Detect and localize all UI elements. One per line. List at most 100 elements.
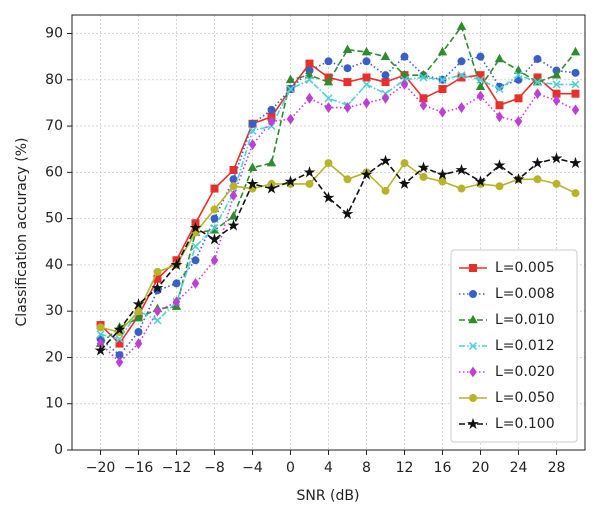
series-line [99,157,576,352]
marker [533,78,542,87]
marker [210,223,219,232]
marker [362,73,371,82]
marker [134,327,143,336]
x-tick-label: 12 [396,460,414,476]
marker [552,179,561,188]
marker [343,175,352,184]
marker [514,75,523,84]
x-tick-label: 28 [548,460,566,476]
marker [438,177,447,186]
marker [115,334,124,343]
marker [514,71,523,80]
marker [531,156,544,169]
marker [324,94,333,103]
marker [399,69,410,79]
marker [381,78,390,87]
legend: L=0.005 L=0.008 L=0.010 L=0.012 L=0.020 L=0.0… [450,249,578,443]
marker [381,92,390,104]
marker [343,78,352,87]
marker [322,191,335,203]
marker [227,219,240,231]
marker [286,113,295,125]
legend-label: L=0.012 [495,338,555,354]
x-axis-label: SNR (dB) [297,488,360,504]
marker [248,119,257,128]
marker [170,258,183,270]
legend-label: L=0.008 [495,286,555,302]
marker [191,277,200,289]
marker [475,81,486,91]
marker [210,184,219,193]
marker [267,105,276,114]
marker [362,80,371,89]
marker [151,281,164,294]
marker [229,190,238,201]
marker [552,80,561,89]
marker [115,356,124,368]
marker [438,85,447,94]
marker [115,339,124,348]
marker [457,71,466,80]
marker [305,75,314,84]
marker [552,95,561,107]
marker [305,92,314,104]
marker [457,184,466,193]
y-tick-label: 30 [45,303,63,319]
marker [469,264,477,272]
marker [134,338,143,349]
marker [533,175,542,184]
y-tick-label: 10 [45,396,63,412]
marker [400,159,409,168]
marker [379,154,392,166]
x-tick-label: 24 [510,460,528,476]
marker [570,46,581,56]
marker [419,73,428,82]
marker [400,78,409,90]
marker [324,159,333,168]
marker [457,57,466,66]
series-line [99,83,576,364]
marker [400,52,409,61]
marker [96,330,105,339]
marker [476,71,485,80]
marker [571,104,580,116]
marker [513,65,524,74]
legend-label: L=0.005 [495,260,555,276]
marker [94,344,107,356]
y-tick-label: 60 [45,164,63,180]
marker [476,90,485,102]
legend-box [450,249,578,443]
marker [286,85,295,94]
marker [172,296,181,308]
marker [208,233,221,245]
marker [551,69,562,79]
marker [495,182,504,191]
marker [469,290,477,298]
marker [210,254,219,266]
marker [476,52,485,61]
marker [265,182,278,194]
marker [456,21,467,30]
marker [381,186,390,195]
marker [248,126,257,135]
marker [571,80,580,89]
x-tick-label: 20 [472,460,490,476]
marker [417,161,430,173]
marker [512,173,525,185]
marker [153,267,162,276]
marker [569,156,582,169]
marker [153,305,162,317]
marker [457,102,466,113]
marker [246,177,259,189]
y-tick-label: 40 [45,257,63,273]
marker [495,85,504,94]
marker [210,214,219,223]
y-tick-label: 80 [45,72,63,88]
series-line [99,55,576,357]
marker [113,323,126,335]
series-line [100,74,576,340]
marker [457,73,466,82]
marker [455,163,468,176]
y-tick-label: 20 [45,349,63,365]
